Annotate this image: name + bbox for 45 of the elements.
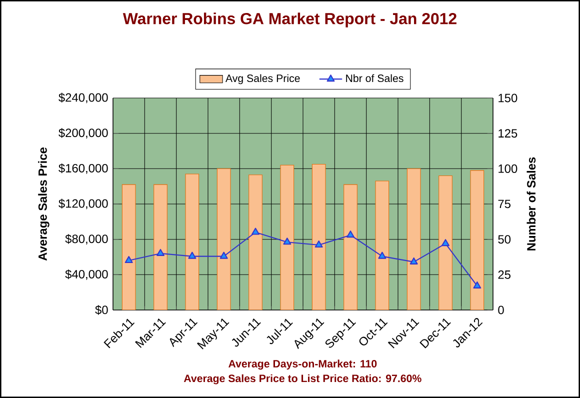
y-axis-title: Average Sales Price: [38, 147, 50, 261]
point: [283, 238, 292, 245]
y2-tick-label: 125: [498, 129, 518, 138]
y2-tick-label: 50: [498, 235, 511, 244]
y2-tick-label: 100: [498, 164, 518, 173]
y-tick-label: $200,000: [58, 128, 108, 139]
chart-title: Warner Robins GA Market Report - Jan 2012: [122, 12, 456, 28]
bar: [216, 168, 231, 310]
text: Average Sales Price to List Price Ratio: 97.60%: [184, 374, 422, 384]
bar: [344, 184, 358, 310]
y-tick-label: $40,000: [65, 269, 108, 280]
y2-tick-label: 25: [498, 270, 510, 279]
bar: [185, 174, 200, 310]
point: [156, 248, 164, 256]
point: [346, 230, 354, 238]
point: [220, 252, 228, 259]
bar: [438, 175, 452, 310]
point: [378, 252, 386, 259]
point: [442, 239, 450, 246]
y-tick-label: $0: [95, 305, 108, 315]
bar: [470, 170, 484, 310]
bar: [375, 180, 390, 310]
y2-tick-label: 150: [498, 94, 518, 102]
point: [473, 281, 482, 288]
y-tick-label: $80,000: [65, 234, 108, 245]
y-tick-label: $240,000: [58, 92, 108, 104]
legend-label: Avg Sales Price: [225, 74, 300, 84]
point: [188, 252, 196, 259]
bar: [248, 174, 262, 310]
bar: [312, 164, 326, 310]
point: [252, 228, 260, 235]
y2-tick-label: 0: [498, 306, 504, 314]
point: [124, 256, 133, 264]
point: [410, 257, 418, 264]
y-tick-label: $160,000: [58, 163, 108, 174]
y-tick-label: $120,000: [58, 198, 108, 210]
point: [314, 240, 323, 248]
bar: [122, 184, 136, 310]
text: Average Days-on-Market: 110: [228, 360, 377, 370]
y2-tick-label: 75: [498, 200, 510, 208]
y2-axis-title: Number of Sales: [526, 157, 536, 250]
legend-label: Nbr of Sales: [346, 74, 404, 82]
bar: [406, 168, 421, 310]
bar: [280, 164, 294, 310]
bar: [154, 184, 168, 310]
